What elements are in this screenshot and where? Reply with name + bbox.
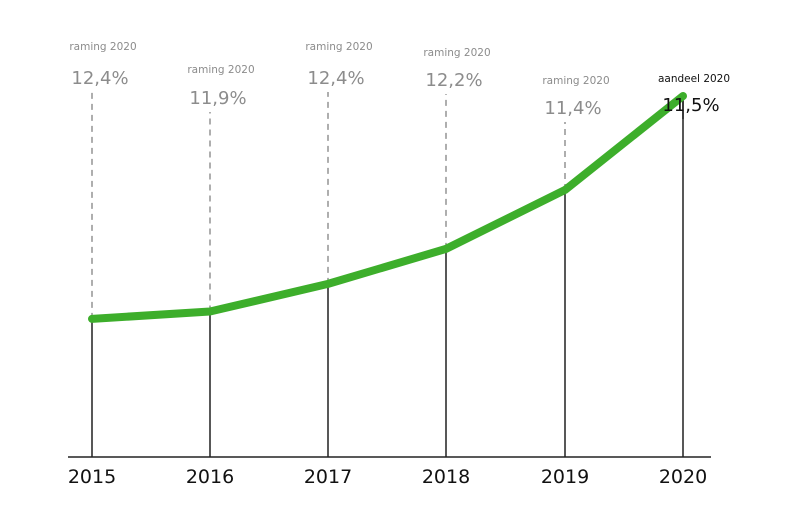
x-axis-ticks: 2015 2016 2017 2018 2019 2020 xyxy=(68,466,707,488)
annotation-value-2017: 12,4% xyxy=(307,68,364,89)
annotation-value-2015: 12,4% xyxy=(71,68,128,89)
annotation-value-2016: 11,9% xyxy=(189,88,246,109)
x-tick-label-2018: 2018 xyxy=(422,466,470,488)
annotation-label-2015: raming 2020 xyxy=(69,41,136,53)
annotation-label-2019: raming 2020 xyxy=(542,75,609,87)
annotation-label-2020: aandeel 2020 xyxy=(658,73,730,85)
annotation-label-2016: raming 2020 xyxy=(187,64,254,76)
annotation-value-2019: 11,4% xyxy=(544,98,601,119)
x-tick-label-2020: 2020 xyxy=(659,466,707,488)
x-tick-label-2017: 2017 xyxy=(304,466,352,488)
annotations: raming 2020 12,4% raming 2020 11,9% raming 2… xyxy=(69,41,730,119)
year-guide-lines xyxy=(91,92,684,457)
annotation-label-2018: raming 2020 xyxy=(423,47,490,59)
x-tick-label-2016: 2016 xyxy=(186,466,234,488)
x-tick-label-2019: 2019 xyxy=(541,466,589,488)
annotation-value-2018: 12,2% xyxy=(425,70,482,91)
annotation-value-2020: 11,5% xyxy=(662,95,719,116)
series-line xyxy=(88,92,687,323)
x-tick-label-2015: 2015 xyxy=(68,466,116,488)
annotation-label-2017: raming 2020 xyxy=(305,41,372,53)
